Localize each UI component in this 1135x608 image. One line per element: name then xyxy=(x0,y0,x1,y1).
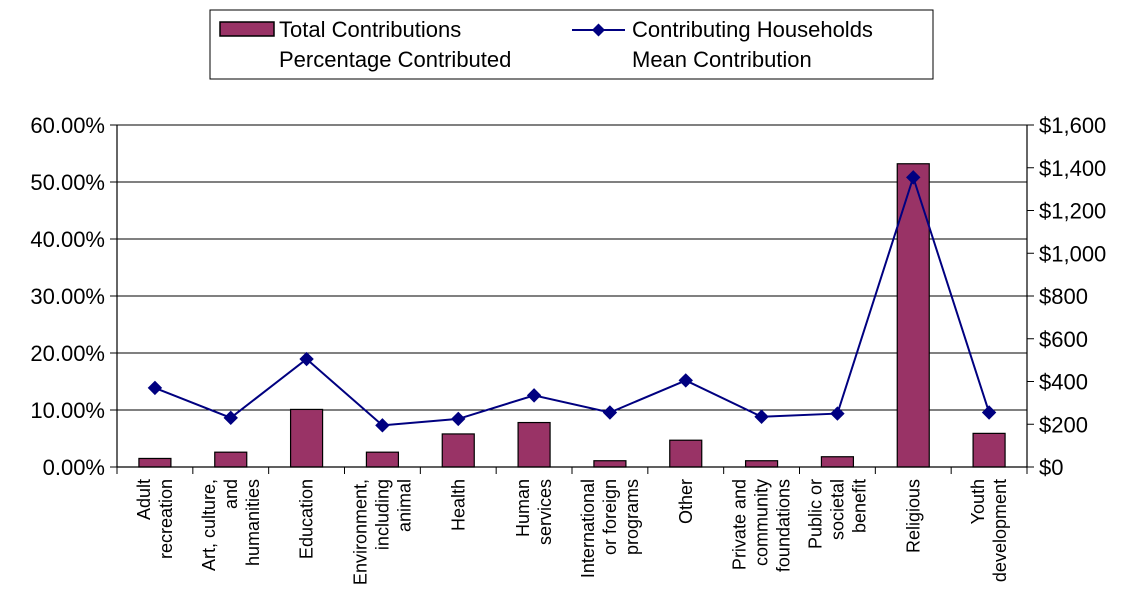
axes xyxy=(110,124,1034,474)
category-label-line: societal xyxy=(827,479,847,540)
point xyxy=(451,411,466,427)
point xyxy=(678,373,693,388)
category-label-line: Education xyxy=(297,479,317,559)
bar xyxy=(365,451,400,468)
legend-label-line: Mean Contribution xyxy=(632,47,812,72)
legend-label-line: Percentage Contributed xyxy=(279,47,511,72)
category-label-line: animal xyxy=(394,479,414,532)
right-tick-label: $800 xyxy=(1039,284,1088,309)
category-label: Religious xyxy=(903,479,923,553)
point xyxy=(906,170,921,185)
category-label: Private and community foundations xyxy=(730,479,794,572)
right-tick-label: $1,200 xyxy=(1039,199,1106,224)
category-label-line: development xyxy=(990,479,1010,582)
bar xyxy=(138,457,172,468)
category-label: Human services xyxy=(513,479,555,545)
category-label: Health xyxy=(448,479,468,531)
category-label: Adult recreation xyxy=(134,479,176,559)
category-axis-labels: Adult recreation Art, culture, and humanitie… xyxy=(134,479,1010,585)
category-label-line: services xyxy=(535,479,555,545)
category-label-line: Art, culture, xyxy=(199,479,219,571)
gridlines xyxy=(117,124,1027,411)
legend-label-line: Contributing Households xyxy=(632,17,873,42)
category-label: Art, culture, and humanities xyxy=(199,479,263,571)
bar xyxy=(593,460,627,468)
left-tick-label: 0.00% xyxy=(43,455,105,480)
category-label-line: and xyxy=(221,479,241,509)
category-label-line: foundations xyxy=(774,479,794,572)
category-label-line: Religious xyxy=(903,479,923,553)
category-label-line: Adult xyxy=(134,479,154,520)
category-label-line: Human xyxy=(513,479,533,537)
series-line xyxy=(154,174,991,427)
category-label-line: Private and xyxy=(730,479,750,570)
category-label: Education xyxy=(297,479,317,559)
bar xyxy=(669,439,703,468)
left-tick-label: 10.00% xyxy=(30,398,105,423)
bar xyxy=(214,451,248,468)
legend: Total Contributions Percentage Contribute… xyxy=(209,9,934,80)
point xyxy=(981,405,997,420)
bar xyxy=(896,163,930,468)
point xyxy=(602,405,618,420)
category-label: Other xyxy=(676,479,696,524)
bar xyxy=(517,421,551,468)
right-tick-label: $0 xyxy=(1039,455,1063,480)
category-label-line: recreation xyxy=(156,479,176,559)
right-tick-label: $1,400 xyxy=(1039,156,1106,181)
point xyxy=(830,406,845,421)
category-label: Public or societal benefit xyxy=(805,479,869,549)
category-label: Youth development xyxy=(968,479,1010,582)
legend-marker-swatch xyxy=(592,23,605,37)
point xyxy=(526,388,542,403)
point xyxy=(375,418,390,433)
point xyxy=(754,409,769,424)
category-label-line: Youth xyxy=(968,479,988,524)
category-label-line: benefit xyxy=(849,479,869,533)
left-tick-label: 60.00% xyxy=(30,113,105,138)
left-axis-tick-labels: 0.00% 10.00% 20.00% 30.00% 40.00% 50.00% 60.00… xyxy=(30,113,105,480)
category-label-line: Health xyxy=(448,479,468,531)
right-tick-label: $400 xyxy=(1039,370,1088,395)
category-label-line: Public or xyxy=(805,479,825,549)
left-tick-label: 20.00% xyxy=(30,341,105,366)
right-tick-label: $200 xyxy=(1039,412,1088,437)
legend-bar-swatch xyxy=(219,21,275,37)
category-label-line: including xyxy=(372,479,392,550)
category-label: International or foreign programs xyxy=(578,479,642,578)
legend-box xyxy=(209,9,934,80)
category-label-line: programs xyxy=(622,479,642,555)
category-label-line: humanities xyxy=(243,479,263,566)
bar-series xyxy=(138,163,1006,468)
bar xyxy=(441,433,475,468)
category-label-line: community xyxy=(752,479,772,566)
category-label-line: or foreign xyxy=(600,479,620,555)
category-label-line: Other xyxy=(676,479,696,524)
bar xyxy=(289,408,324,468)
category-label-line: Environment, xyxy=(350,479,370,585)
bar xyxy=(820,456,855,468)
left-tick-label: 40.00% xyxy=(30,227,105,252)
point xyxy=(223,410,238,426)
right-tick-label: $600 xyxy=(1039,327,1088,352)
right-tick-label: $1,600 xyxy=(1039,113,1106,138)
point xyxy=(299,351,314,367)
category-label-line: International xyxy=(578,479,598,578)
point xyxy=(147,380,163,396)
legend-label-line: Total Contributions xyxy=(279,17,461,42)
line-series xyxy=(147,170,997,433)
left-tick-label: 50.00% xyxy=(30,170,105,195)
left-tick-label: 30.00% xyxy=(30,284,105,309)
category-label: Environment, including animal xyxy=(350,479,414,585)
bar xyxy=(972,432,1006,468)
right-tick-label: $1,000 xyxy=(1039,241,1106,266)
right-axis-tick-labels: $0 $200 $400 $600 $800 $1,000 $1,200 $1,400 $1,6… xyxy=(1039,113,1106,480)
bar xyxy=(744,460,779,468)
